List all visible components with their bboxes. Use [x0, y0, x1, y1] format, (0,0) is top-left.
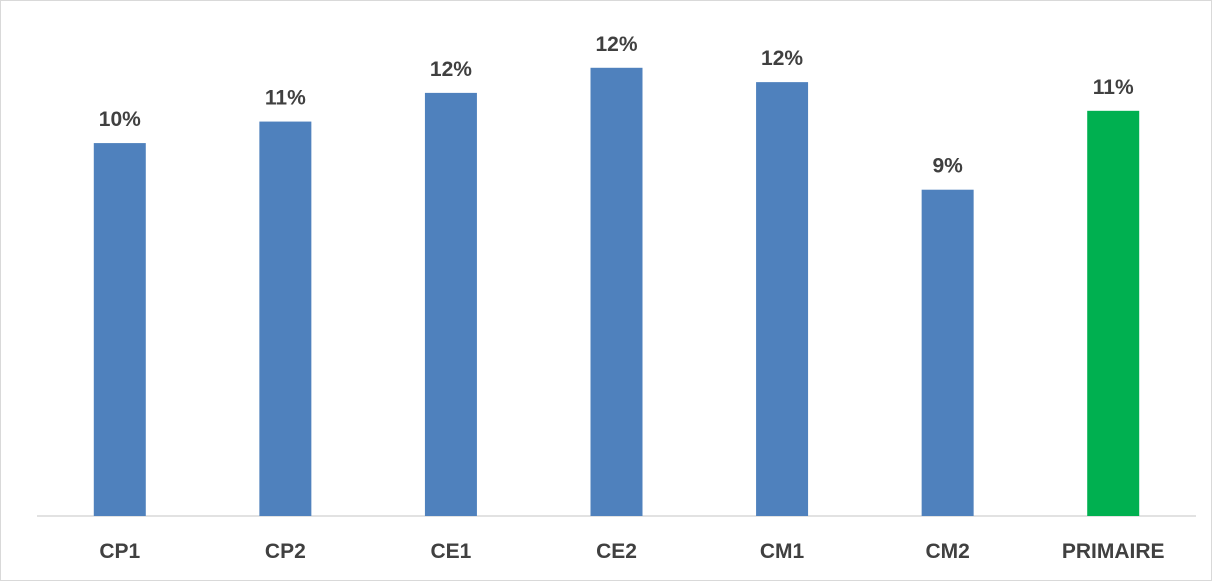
category-label-cp1: CP1 [99, 540, 140, 563]
category-label-ce2: CE2 [596, 540, 637, 563]
category-label-ce1: CE1 [430, 540, 471, 563]
data-label-primaire: 11% [1093, 76, 1134, 99]
category-label-cm2: CM2 [925, 540, 969, 563]
bar-cp2 [259, 121, 312, 517]
data-label-ce1: 12% [430, 58, 472, 81]
data-label-cm1: 12% [761, 47, 803, 70]
bar-ce1 [424, 92, 477, 516]
data-label-group: 10% 11% 12% 12% 12% 9% 11% [99, 33, 1134, 178]
category-label-cp2: CP2 [265, 540, 306, 563]
data-label-cm2: 9% [932, 155, 963, 178]
bar-cm2 [921, 189, 974, 516]
category-label-group: CP1 CP2 CE1 CE2 CM1 CM2 PRIMAIRE [99, 540, 1164, 563]
data-label-cp2: 11% [265, 87, 306, 110]
bar-cp1 [93, 143, 146, 517]
bar-group [93, 67, 1140, 517]
bar-primaire [1087, 110, 1140, 517]
category-label-cm1: CM1 [760, 540, 805, 563]
data-label-ce2: 12% [595, 33, 637, 56]
bar-cm1 [756, 82, 809, 516]
data-label-cp1: 10% [99, 108, 141, 131]
bar-ce2 [590, 67, 643, 517]
category-label-primaire: PRIMAIRE [1062, 540, 1165, 563]
